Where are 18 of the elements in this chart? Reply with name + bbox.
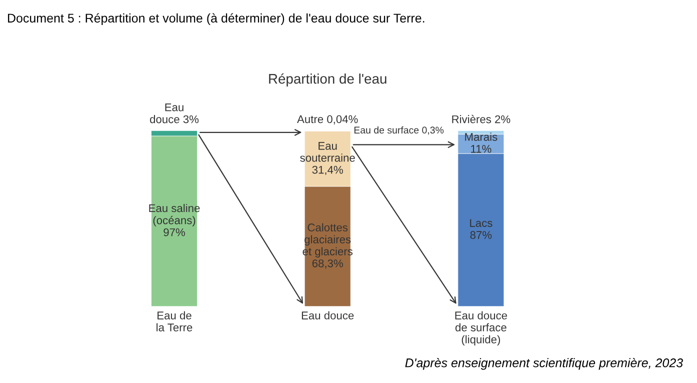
- series-label: Lacs: [470, 219, 492, 227]
- data-label: 68,3%: [312, 259, 343, 269]
- text: Rivières 2%: [452, 114, 510, 124]
- text: Autre 0,04%: [297, 115, 358, 124]
- data-label: 11%: [471, 144, 492, 153]
- data-label: 97%: [164, 228, 185, 236]
- text: D'après enseignement scientifique première, 2023: [405, 358, 683, 370]
- series-label: Marais: [465, 132, 498, 141]
- x-tick-label: Eau douce de surface (liquide): [455, 311, 508, 346]
- x-tick-label: Eau de la Terre: [156, 311, 192, 332]
- chart-title: Répartition de l'eau: [269, 73, 386, 86]
- text: Document 5 : Répartition et volume (à déterminer) de l'eau douce sur Terre.: [8, 13, 424, 26]
- text: Eau de surface 0,3%: [354, 126, 444, 135]
- series-label: Eau souterraine: [300, 142, 355, 162]
- data-label: 87%: [470, 231, 492, 239]
- text: Eau douce 3%: [150, 103, 199, 124]
- data-label: 31,4%: [312, 166, 343, 176]
- x-tick-label: Eau douce: [302, 311, 354, 320]
